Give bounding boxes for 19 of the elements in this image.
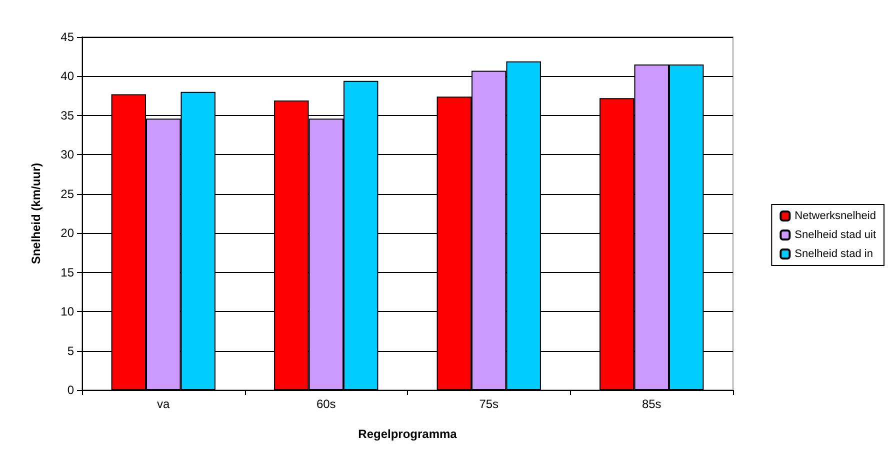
y-tick-label: 30 bbox=[60, 148, 74, 162]
legend-label: Netwerksnelheid bbox=[794, 210, 876, 222]
y-tick-label: 15 bbox=[60, 265, 74, 280]
x-axis-title: Regelprogramma bbox=[358, 427, 458, 441]
x-tick-label: va bbox=[157, 397, 170, 411]
y-tick-label: 0 bbox=[67, 383, 74, 397]
y-tick-label: 25 bbox=[60, 186, 74, 201]
y-tick-label: 20 bbox=[60, 226, 74, 240]
x-tick-label: 85s bbox=[642, 397, 662, 411]
y-tick-label: 40 bbox=[60, 69, 74, 84]
y-tick-label: 10 bbox=[60, 304, 74, 319]
x-tick-label: 60s bbox=[316, 397, 336, 411]
y-axis-title: Snelheid (km/uur) bbox=[29, 162, 43, 264]
y-tick-label: 5 bbox=[67, 344, 74, 358]
y-tick-label: 35 bbox=[60, 108, 74, 122]
x-tick-label: 75s bbox=[479, 397, 499, 411]
y-tick-label: 45 bbox=[60, 30, 74, 44]
legend-label: Snelheid stad in bbox=[794, 248, 873, 260]
legend-label: Snelheid stad uit bbox=[794, 229, 876, 241]
